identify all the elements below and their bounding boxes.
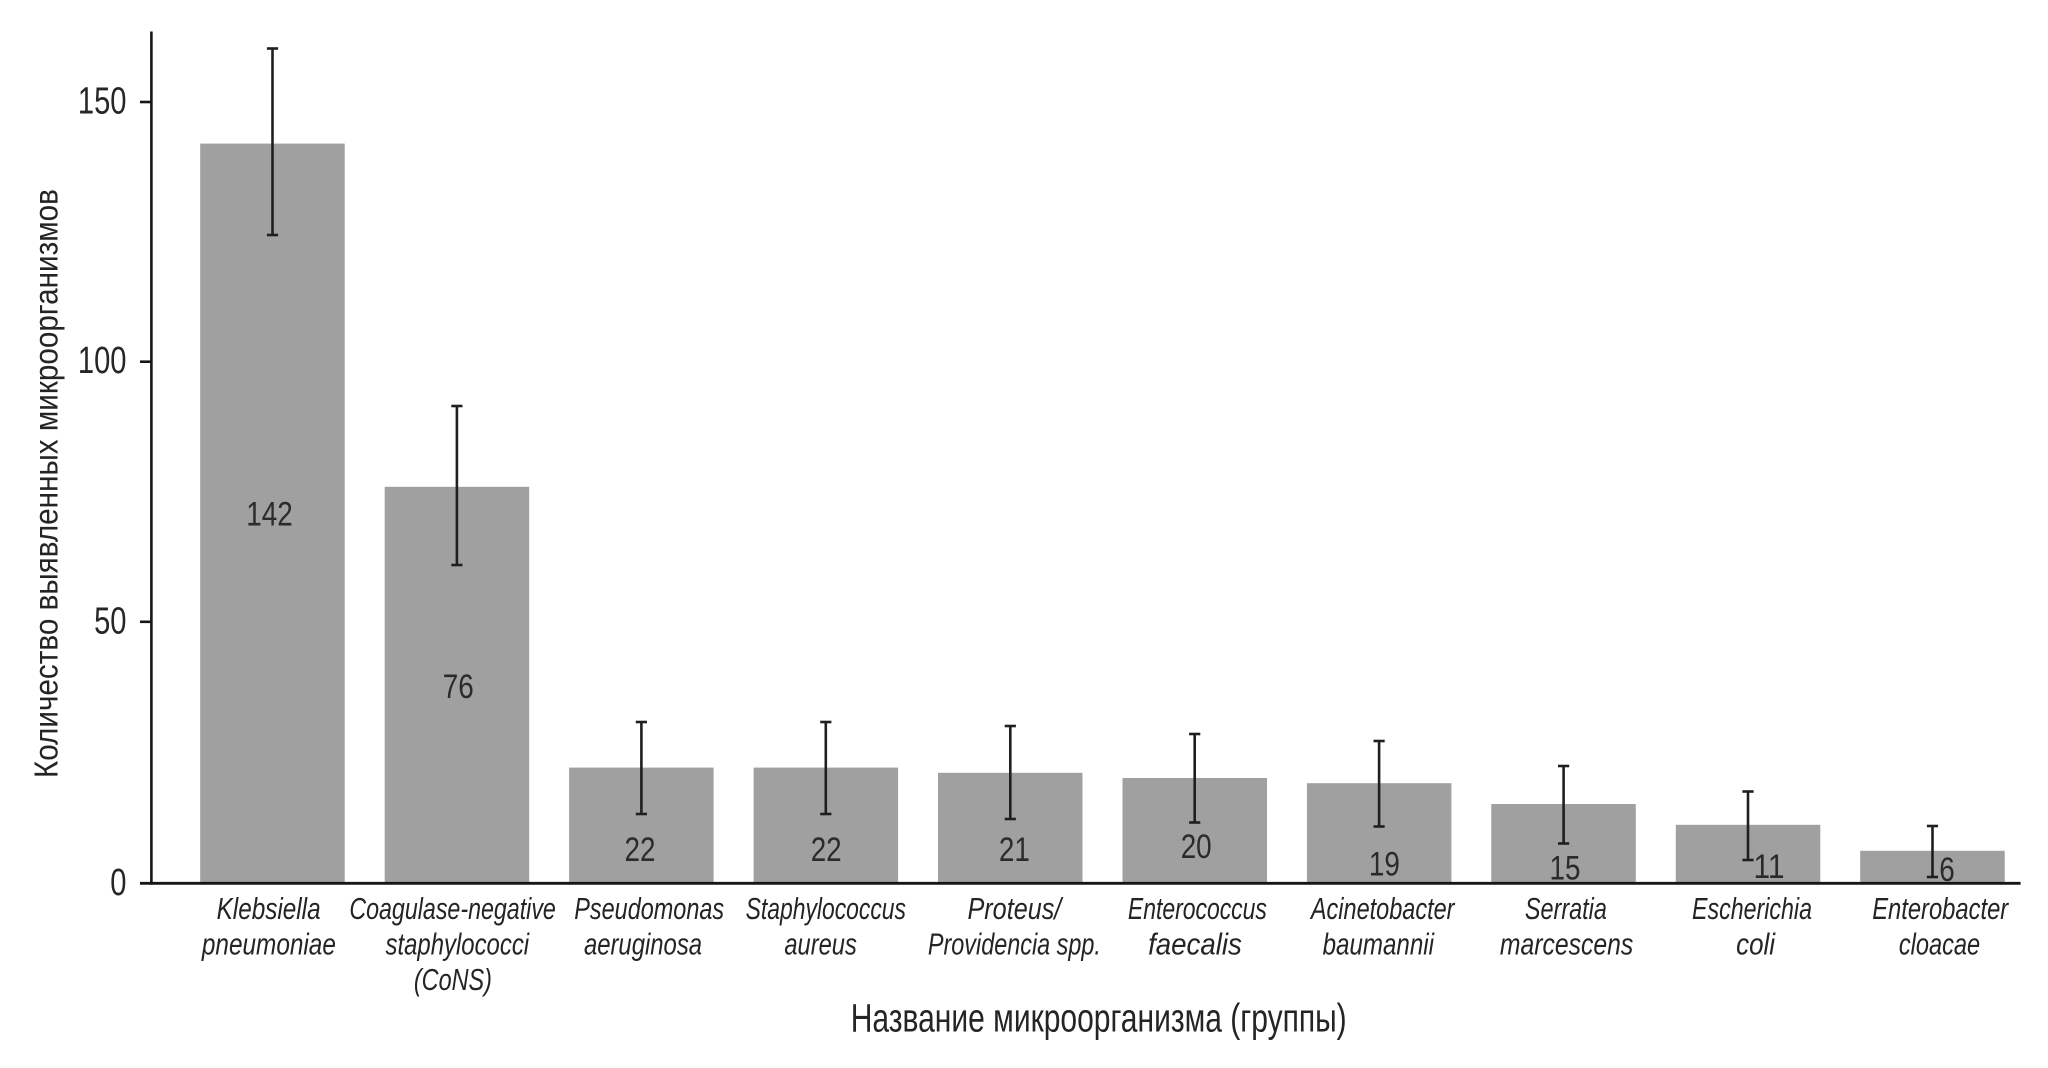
- svg-text:marcescens: marcescens: [1500, 927, 1633, 962]
- svg-text:Escherichia: Escherichia: [1692, 891, 1812, 926]
- svg-text:coli: coli: [1736, 927, 1776, 962]
- svg-text:50: 50: [94, 600, 126, 642]
- svg-text:22: 22: [811, 831, 842, 869]
- svg-text:Serratia: Serratia: [1525, 891, 1607, 926]
- svg-text:(CoNS): (CoNS): [414, 962, 492, 997]
- svg-text:19: 19: [1369, 845, 1400, 883]
- svg-text:aeruginosa: aeruginosa: [584, 927, 702, 962]
- svg-text:Количество выявленных микроорг: Количество выявленных микроорганизмов: [28, 189, 65, 778]
- svg-text:Enterobacter: Enterobacter: [1872, 891, 2009, 926]
- svg-text:faecalis: faecalis: [1148, 927, 1242, 962]
- svg-text:Klebsiella: Klebsiella: [217, 891, 321, 926]
- svg-text:21: 21: [999, 831, 1030, 869]
- svg-text:baumannii: baumannii: [1323, 927, 1435, 962]
- svg-text:22: 22: [625, 831, 656, 869]
- svg-text:Proteus/: Proteus/: [968, 891, 1065, 926]
- svg-text:20: 20: [1181, 828, 1212, 866]
- svg-text:Providencia spp.: Providencia spp.: [928, 927, 1101, 962]
- svg-text:Acinetobacter: Acinetobacter: [1309, 891, 1455, 926]
- svg-text:15: 15: [1550, 850, 1581, 888]
- svg-text:Название микроорганизма (групп: Название микроорганизма (группы): [851, 997, 1347, 1041]
- svg-text:Enterococcus: Enterococcus: [1128, 891, 1267, 926]
- svg-text:cloacae: cloacae: [1899, 927, 1980, 962]
- svg-text:pneumoniae: pneumoniae: [201, 927, 336, 962]
- svg-text:6: 6: [1939, 851, 1955, 889]
- svg-text:aureus: aureus: [784, 927, 856, 962]
- svg-text:150: 150: [78, 81, 127, 123]
- svg-text:100: 100: [78, 340, 127, 382]
- svg-text:Pseudomonas: Pseudomonas: [574, 891, 724, 926]
- svg-text:11: 11: [1754, 848, 1785, 886]
- svg-text:0: 0: [110, 862, 126, 904]
- svg-text:76: 76: [443, 668, 474, 706]
- svg-text:staphylococci: staphylococci: [386, 927, 530, 962]
- svg-text:Coagulase-negative: Coagulase-negative: [349, 891, 556, 926]
- svg-text:142: 142: [246, 496, 293, 534]
- svg-text:Staphylococcus: Staphylococcus: [746, 891, 906, 926]
